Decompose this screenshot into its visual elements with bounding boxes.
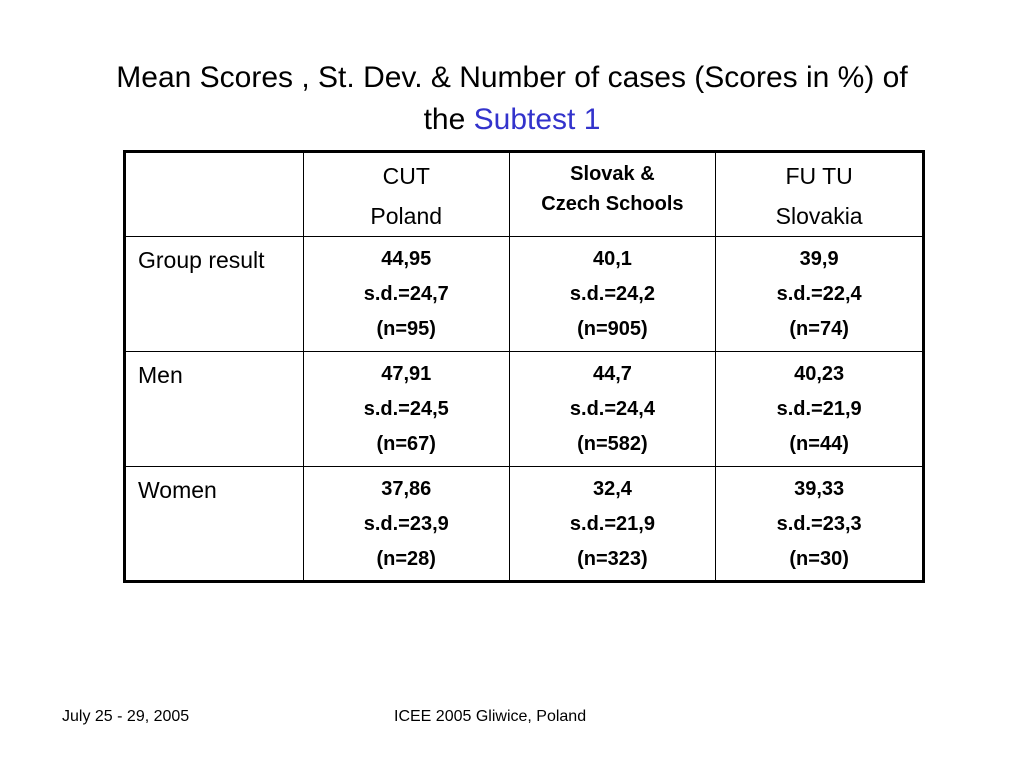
column-header-slovak-czech-schools: Slovak & Czech Schools [508,151,717,237]
title-line-2-prefix: the [423,103,474,136]
value-cell: 39,9 s.d.=22,4 (n=74) [715,236,924,352]
n-value: (n=30) [789,548,849,570]
value-cell: 40,1 s.d.=24,2 (n=905) [508,236,717,352]
table-header-row: CUT Poland Slovak & Czech Schools FU TU … [124,151,924,237]
sd-value: s.d.=21,9 [776,398,862,420]
sd-value: s.d.=23,9 [363,513,449,535]
row-label-cell: Men [124,351,304,467]
row-label-cell: Group result [124,236,304,352]
slide-title: Mean Scores , St. Dev. & Number of cases… [40,57,984,141]
title-line-2: the Subtest 1 [40,99,984,141]
mean-value: 39,9 [799,248,839,270]
n-value: (n=74) [789,318,849,340]
sd-value: s.d.=24,4 [569,398,655,420]
row-label-men: Men [138,362,183,388]
value-cell: 32,4 s.d.=21,9 (n=323) [508,466,717,582]
sd-value: s.d.=24,2 [569,283,655,305]
footer-event: ICEE 2005 Gliwice, Poland [394,708,587,725]
n-value: (n=44) [789,433,849,455]
value-cell: 47,91 s.d.=24,5 (n=67) [302,351,510,467]
column-header-line-2: Poland [370,203,443,229]
n-value: (n=67) [376,433,436,455]
mean-value: 40,23 [794,363,845,385]
column-header-cut-poland: CUT Poland [302,151,510,237]
value-cell: 40,23 s.d.=21,9 (n=44) [715,351,924,467]
column-header-line-1: CUT [382,163,430,189]
header-corner-cell [124,151,304,237]
scores-table: CUT Poland Slovak & Czech Schools FU TU … [123,150,925,583]
mean-value: 44,7 [592,363,632,385]
row-label-women: Women [138,477,217,503]
footer-date: July 25 - 29, 2005 [62,708,190,725]
row-label-group-result: Group result [138,247,265,273]
table-row-women: Women 37,86 s.d.=23,9 (n=28) 32,4 s.d.=2… [124,466,924,582]
n-value: (n=28) [376,548,436,570]
column-header-fu-tu-slovakia: FU TU Slovakia [715,151,924,237]
title-line-1: Mean Scores , St. Dev. & Number of cases… [116,61,908,94]
mean-value: 40,1 [592,248,632,270]
sd-value: s.d.=23,3 [776,513,862,535]
column-header-line-2: Slovakia [775,203,863,229]
title-accent-subtest: Subtest 1 [473,103,601,136]
column-header-line-1: Slovak & [570,163,655,185]
value-cell: 39,33 s.d.=23,3 (n=30) [715,466,924,582]
value-cell: 44,95 s.d.=24,7 (n=95) [302,236,510,352]
mean-value: 32,4 [592,478,632,500]
sd-value: s.d.=21,9 [569,513,655,535]
value-cell: 37,86 s.d.=23,9 (n=28) [302,466,510,582]
n-value: (n=323) [577,548,648,570]
column-header-line-2: Czech Schools [541,193,684,215]
n-value: (n=95) [376,318,436,340]
table-row-group-result: Group result 44,95 s.d.=24,7 (n=95) 40,1… [124,236,924,352]
mean-value: 47,91 [381,363,432,385]
value-cell: 44,7 s.d.=24,4 (n=582) [508,351,717,467]
sd-value: s.d.=24,5 [363,398,449,420]
sd-value: s.d.=24,7 [363,283,449,305]
mean-value: 39,33 [794,478,845,500]
mean-value: 44,95 [381,248,432,270]
column-header-line-1: FU TU [785,163,853,189]
mean-value: 37,86 [381,478,432,500]
table-row-men: Men 47,91 s.d.=24,5 (n=67) 44,7 s.d.=24,… [124,351,924,467]
sd-value: s.d.=22,4 [776,283,862,305]
n-value: (n=582) [577,433,648,455]
row-label-cell: Women [124,466,304,582]
n-value: (n=905) [577,318,648,340]
